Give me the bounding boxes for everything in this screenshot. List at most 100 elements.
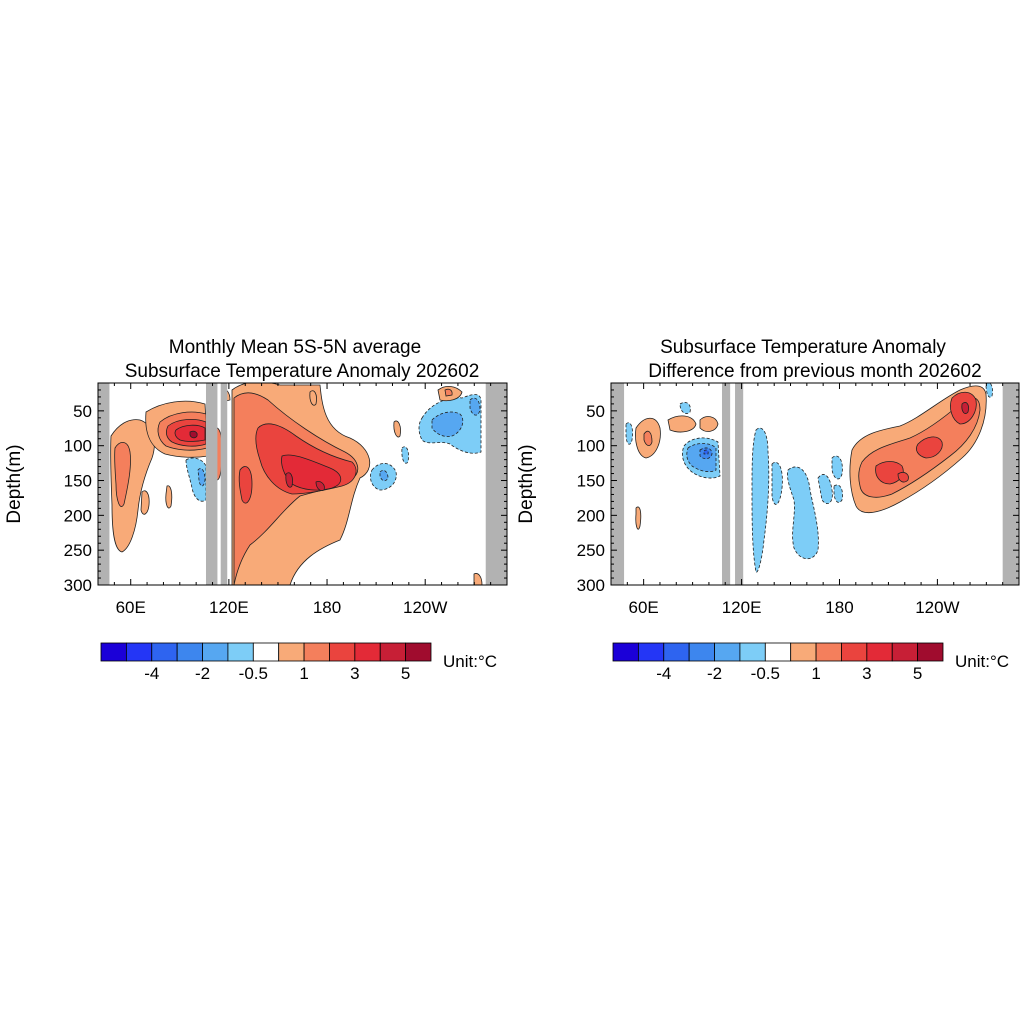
panel-monthly-mean: Monthly Mean 5S-5N average Subsurface Te…: [4, 337, 508, 683]
contour-field: [611, 383, 1019, 585]
colorbar-label: 1: [811, 664, 820, 683]
land-mask: [721, 383, 731, 585]
anomaly-region: [189, 430, 198, 439]
colorbar-swatch: [815, 642, 842, 662]
colorbar-label: 5: [913, 664, 922, 683]
y-tick-label: 50: [586, 402, 605, 421]
colorbar-swatch: [202, 642, 229, 662]
anomaly-region: [897, 472, 909, 483]
anomaly-region: [699, 416, 719, 432]
anomaly-region: [817, 474, 833, 504]
colorbar-swatch: [379, 642, 407, 662]
anomaly-region: [197, 468, 206, 487]
colorbar-label: 3: [350, 664, 359, 683]
anomaly-region: [401, 446, 409, 464]
anomaly-region: [635, 506, 642, 530]
colorbar-swatch: [739, 642, 766, 662]
y-axis-label: Depth(m): [4, 444, 25, 523]
anomaly-region: [431, 411, 464, 437]
colorbar-swatch: [303, 642, 330, 662]
anomaly-region: [916, 436, 943, 459]
land-mask: [220, 383, 228, 585]
colorbar-swatch: [764, 642, 792, 662]
land-mask: [205, 383, 218, 585]
chart-title-line1: Subsurface Temperature Anomaly: [660, 337, 946, 358]
colorbar-swatch: [917, 642, 944, 662]
anomaly-region: [961, 402, 969, 414]
y-tick-label: 250: [64, 541, 92, 560]
colorbar-swatch: [663, 642, 690, 662]
colorbar-label: -4: [144, 664, 159, 683]
colorbar-swatch: [714, 642, 741, 662]
land-mask: [485, 383, 507, 585]
chart-title-line2: Subsurface Temperature Anomaly 202602: [125, 361, 480, 382]
x-tick-label: 120E: [209, 598, 249, 617]
plot-frame: [610, 382, 1020, 586]
anomaly-region: [703, 449, 709, 455]
y-tick-label: 200: [577, 506, 605, 525]
anomaly-region: [667, 415, 697, 433]
colorbar-label: 5: [401, 664, 410, 683]
unit-label: Unit:°C: [443, 652, 497, 671]
anomaly-region: [771, 462, 783, 505]
x-tick-label: 180: [313, 598, 341, 617]
colorbar-swatch: [688, 642, 715, 662]
colorbar-label: 3: [862, 664, 871, 683]
panel-monthly-difference: Subsurface Temperature Anomaly Differenc…: [516, 337, 1020, 683]
anomaly-region: [831, 455, 843, 480]
y-axis-label: Depth(m): [516, 444, 537, 523]
colorbar-swatch: [612, 642, 639, 662]
y-tick-label: 100: [64, 437, 92, 456]
plot-frame: [97, 382, 508, 586]
anomaly-region: [444, 388, 453, 397]
x-tick-label: 60E: [629, 598, 659, 617]
anomaly-region: [238, 466, 253, 504]
y-tick-label: 300: [577, 576, 605, 595]
y-tick-label: 100: [577, 437, 605, 456]
land-mask: [611, 383, 625, 585]
anomaly-region: [643, 430, 653, 446]
anomaly-region: [140, 490, 150, 515]
colorbar: -4 -2 -0.5 1 3 5: [612, 642, 944, 683]
land-masks: [98, 383, 507, 585]
land-mask: [1002, 383, 1019, 585]
anomaly-region: [309, 390, 317, 406]
x-tick-label: 180: [825, 598, 853, 617]
colorbar-swatch: [125, 642, 153, 662]
colorbar-swatch: [151, 642, 178, 662]
colorbar-swatch: [405, 642, 432, 662]
colorbar-swatch: [866, 642, 893, 662]
colorbar-swatch: [329, 642, 356, 662]
colorbar: -4 -2 -0.5 1 3 5: [100, 642, 432, 683]
y-axis: 50 100 150 200 250 300: [64, 389, 507, 595]
anomaly-region: [625, 422, 633, 445]
land-masks: [611, 383, 1019, 585]
colorbar-swatch: [100, 642, 127, 662]
chart-title-line1: Monthly Mean 5S-5N average: [169, 337, 421, 358]
colorbar-swatch: [176, 642, 203, 662]
anomaly-region: [833, 484, 843, 503]
unit-label: Unit:°C: [955, 652, 1009, 671]
anomaly-region: [679, 402, 691, 414]
y-axis: 50 100 150 200 250 300: [577, 389, 1019, 595]
colorbar-swatch: [637, 642, 665, 662]
x-tick-label: 120W: [915, 598, 959, 617]
anomaly-region: [751, 427, 770, 573]
x-tick-label: 120W: [403, 598, 447, 617]
y-tick-label: 150: [64, 472, 92, 491]
colorbar-swatch: [354, 642, 381, 662]
colorbar-swatch: [790, 642, 817, 662]
colorbar-label: 1: [299, 664, 308, 683]
colorbar-swatch: [891, 642, 919, 662]
colorbar-swatch: [227, 642, 254, 662]
colorbar-label: -2: [195, 664, 210, 683]
x-axis: 60E 120E 180 120W: [97, 383, 508, 617]
anomaly-region: [469, 397, 481, 416]
chart-title-line2: Difference from previous month 202602: [648, 361, 981, 382]
y-tick-label: 300: [64, 576, 92, 595]
x-tick-label: 60E: [116, 598, 146, 617]
colorbar-swatch: [252, 642, 280, 662]
land-mask: [735, 383, 744, 585]
colorbar-swatch: [278, 642, 305, 662]
